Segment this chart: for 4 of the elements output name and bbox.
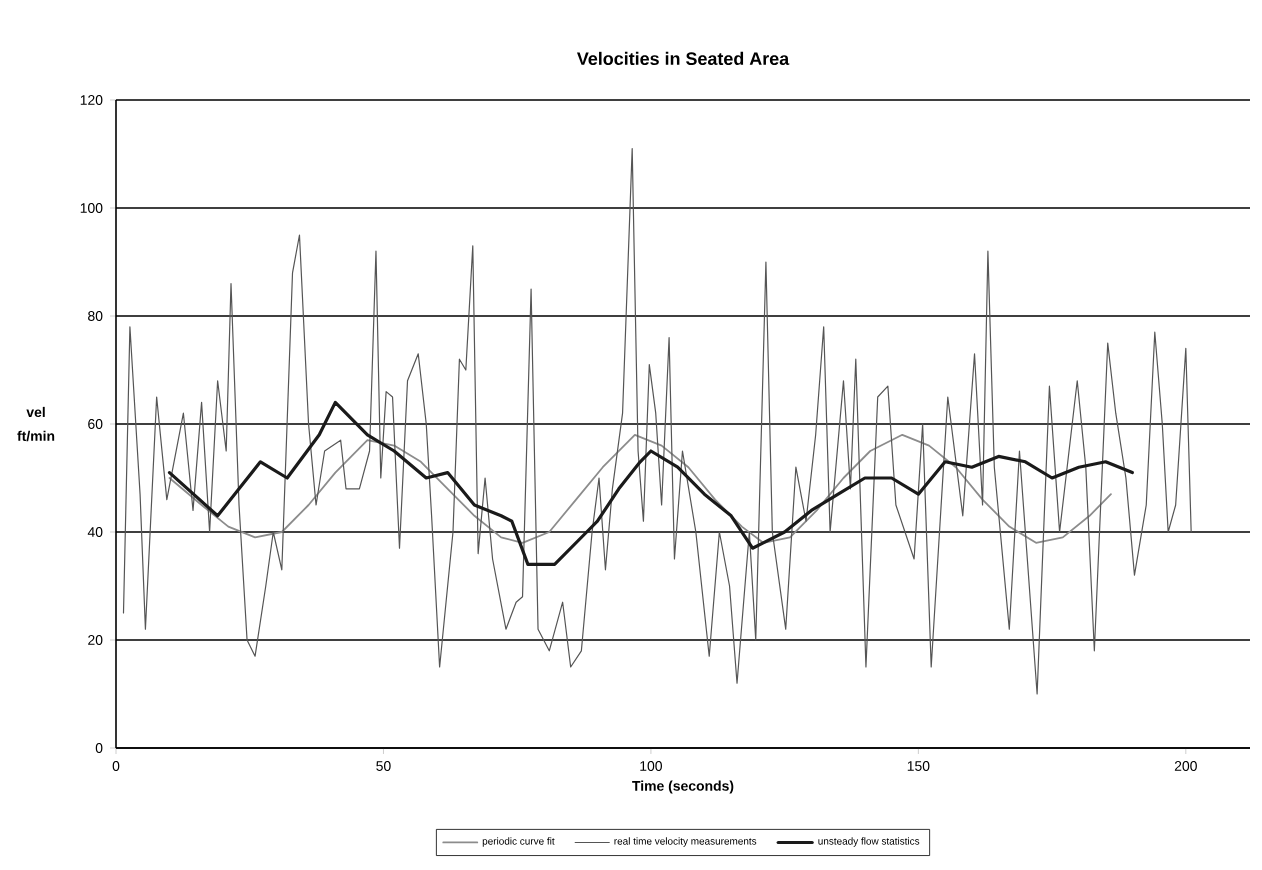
line-series — [167, 400, 1134, 566]
line-series — [122, 147, 1192, 695]
line-series — [168, 433, 1112, 544]
chart-title: Velocities in Seated Area — [576, 51, 790, 66]
